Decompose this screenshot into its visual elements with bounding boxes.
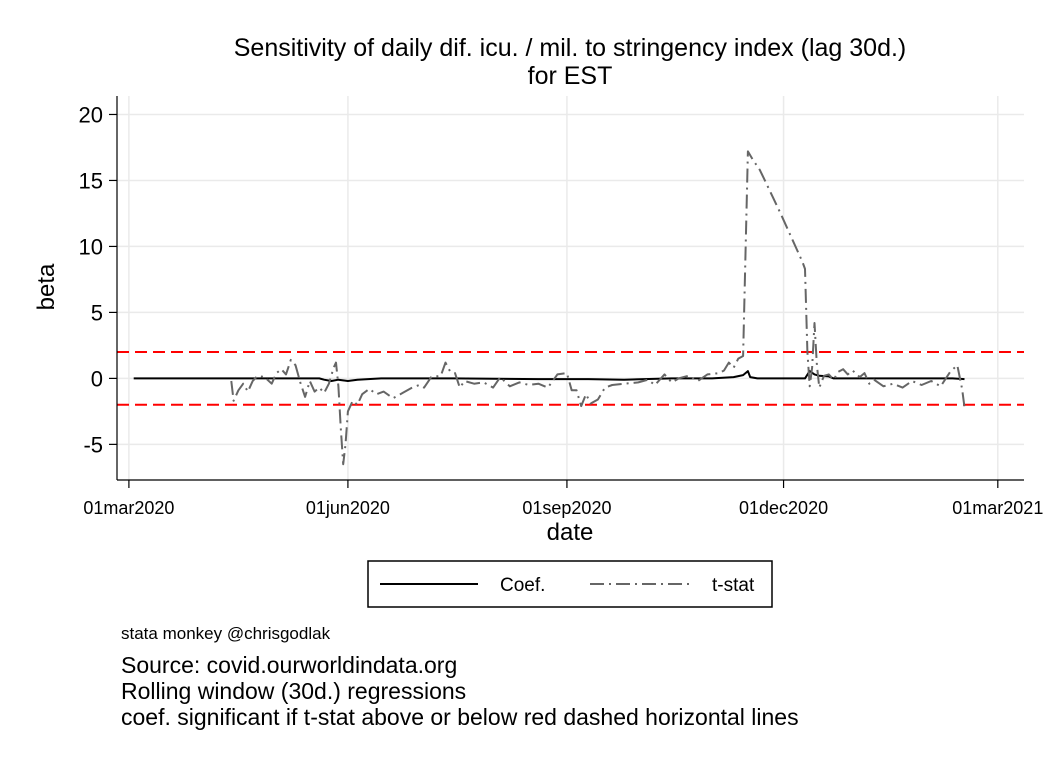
reference-lines xyxy=(117,351,1024,406)
series-lines xyxy=(133,150,966,466)
x-tick-label: 01jun2020 xyxy=(306,498,390,518)
y-tick-label: 15 xyxy=(79,168,103,193)
axes: -5 0 5 10 15 20 01mar2020 01jun2020 01sep2020 01d… xyxy=(79,96,1043,518)
significance-note: coef. significant if t-stat above or bel… xyxy=(121,704,799,730)
y-tick-label: -5 xyxy=(83,432,103,457)
chart: Sensitivity of daily dif. icu. / mil. to… xyxy=(33,34,1043,608)
y-tick-label: 5 xyxy=(91,300,103,325)
source-note: Source: covid.ourworldindata.org xyxy=(121,652,458,678)
y-tick-label: 10 xyxy=(79,234,103,259)
x-tick-label: 01sep2020 xyxy=(522,498,611,518)
series-line-tstat xyxy=(230,150,966,466)
chart-title-line-2: for EST xyxy=(528,62,613,90)
legend-label-tstat: t-stat xyxy=(712,575,755,596)
x-axis-label: date xyxy=(547,519,594,546)
method-note: Rolling window (30d.) regressions xyxy=(121,678,467,704)
credit-note: stata monkey @chrisgodlak xyxy=(121,624,331,643)
legend-label-coef: Coef. xyxy=(500,575,545,596)
x-tick-label: 01mar2021 xyxy=(952,498,1043,518)
series-line-coef xyxy=(133,370,965,382)
x-tick-label: 01dec2020 xyxy=(739,498,828,518)
y-tick-label: 0 xyxy=(91,366,103,391)
y-tick-label: 20 xyxy=(79,102,103,127)
chart-notes: stata monkey @chrisgodlak Source: covid.… xyxy=(121,624,799,730)
x-tick-label: 01mar2020 xyxy=(83,498,174,518)
chart-title-line-1: Sensitivity of daily dif. icu. / mil. to… xyxy=(234,34,907,62)
legend: Coef. t-stat xyxy=(367,560,773,608)
gridlines xyxy=(117,96,1024,480)
y-axis-label: beta xyxy=(33,263,60,310)
